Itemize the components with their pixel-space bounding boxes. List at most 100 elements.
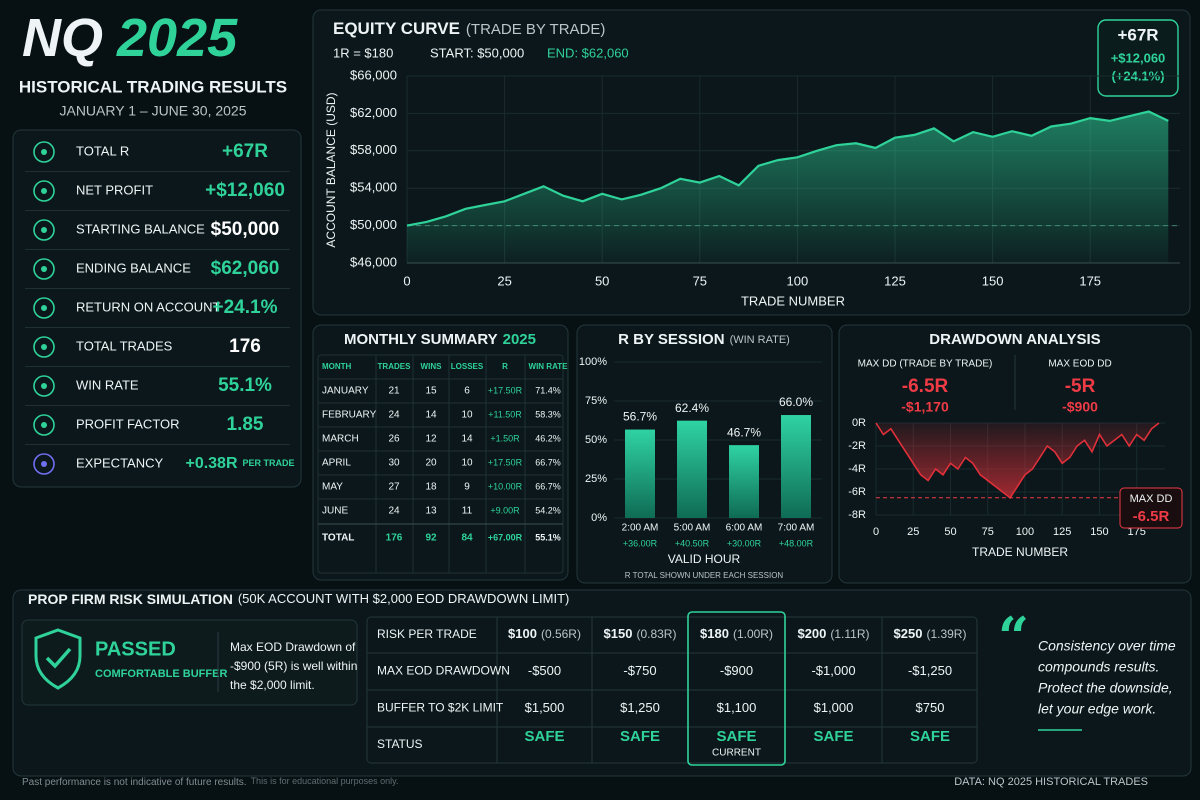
stat-icon-dot [41, 344, 47, 350]
table-cell: 30 [388, 458, 400, 469]
status-note: COMFORTABLE BUFFER [95, 668, 227, 680]
table-cell: 71.4% [535, 385, 561, 395]
row-label: RISK PER TRADE [377, 627, 477, 641]
label-part: $180 [700, 626, 729, 641]
table-cell: 46.2% [535, 433, 561, 443]
stat-label: RETURN ON ACCOUNT [76, 299, 221, 314]
quote-line: compounds results. [1038, 659, 1159, 675]
stat-icon [33, 141, 55, 163]
stat-icon-dot [41, 188, 47, 194]
r-total: +36.00R [623, 538, 658, 548]
table-cell: -$1,250 [908, 663, 952, 678]
stat-value: 55.1% [218, 375, 272, 396]
equity-area [407, 111, 1169, 263]
y-tick-label: -4R [848, 463, 866, 475]
current-highlight [687, 611, 786, 766]
table-cell: 54.2% [535, 505, 561, 515]
chart-title: EQUITY CURVE (TRADE BY TRADE) [333, 19, 605, 38]
y-tick-label: 50% [585, 434, 607, 446]
panel-title: R BY SESSION (WIN RATE) [618, 331, 790, 348]
x-tick-label: 6:00 AM [726, 523, 763, 534]
label-part: This is for educational purposes only. [251, 776, 399, 786]
table-cell: 18 [425, 482, 437, 493]
table-header: MONTH [322, 362, 352, 371]
y-tick-label: 25% [585, 473, 607, 485]
description: -$900 (5R) is well within [230, 659, 357, 673]
y-tick-label: $46,000 [350, 254, 397, 269]
y-tick-label: $66,000 [350, 67, 397, 82]
panel-title: PROP FIRM RISK SIMULATION (50K ACCOUNT WI… [28, 591, 569, 607]
bar [625, 429, 655, 518]
label-part: $200 [797, 626, 826, 641]
y-tick-label: $54,000 [350, 180, 397, 195]
quote-line: Protect the downside, [1038, 680, 1173, 696]
stat-icon [33, 297, 55, 319]
annotation-box [1119, 487, 1183, 529]
table-header: WINS [421, 362, 443, 371]
stat-label: PROFIT FACTOR [76, 416, 180, 431]
drawdown-line [875, 422, 1160, 499]
table-header: R [502, 362, 508, 371]
dd-r: -5R [1065, 376, 1096, 397]
table-total: 176 [386, 533, 403, 544]
label-part: (0.83R) [636, 627, 676, 641]
table-cell: +1.50R [490, 433, 520, 443]
x-tick-label: 25 [907, 526, 919, 538]
value-label: 66.0% [779, 395, 813, 409]
stat-value: 1.85 [227, 414, 264, 435]
current-note: CURRENT [712, 748, 761, 759]
y-tick-label: -2R [848, 440, 866, 452]
r-total: +48.00R [779, 538, 814, 548]
stat-value: +67R [222, 141, 268, 162]
table-cell: 6 [464, 386, 470, 397]
main-title: NQ 2025 [22, 8, 238, 68]
x-tick-label: 50 [595, 273, 609, 288]
table-cell: FEBRUARY [322, 410, 377, 421]
label-part: +0.38R [185, 455, 237, 472]
x-tick-label: 150 [982, 273, 1004, 288]
stat-label: TOTAL R [76, 143, 129, 158]
label-part: (0.56R) [541, 627, 581, 641]
dd-label: MAX EOD DD [1048, 359, 1111, 370]
badge-text: +67R [1117, 25, 1158, 44]
x-tick-label: 75 [982, 526, 994, 538]
quote-line: Consistency over time [1038, 638, 1176, 654]
quote-mark: “ [998, 605, 1029, 669]
table-cell: JUNE [322, 506, 348, 517]
label-part: (WIN RATE) [730, 334, 790, 346]
value-label: 56.7% [623, 410, 657, 424]
x-tick-label: 125 [884, 273, 906, 288]
annotation-value: -6.5R [1133, 508, 1170, 525]
table-total: TOTAL [322, 533, 354, 544]
status-box [21, 619, 358, 706]
status-cell: SAFE [716, 728, 756, 745]
stat-value: $62,060 [211, 258, 280, 279]
x-tick-label: 0 [403, 273, 410, 288]
check-icon [45, 647, 72, 669]
table-header: WIN RATE [529, 362, 569, 371]
column-header: $180 (1.00R) [700, 626, 773, 641]
panel-title: MONTHLY SUMMARY 2025 [344, 331, 536, 348]
subtitle: HISTORICAL TRADING RESULTS [19, 77, 287, 96]
table-cell: MARCH [322, 434, 359, 445]
x-tick-label: 100 [787, 273, 809, 288]
stat-label: WIN RATE [76, 377, 139, 392]
table-cell: 66.7% [535, 457, 561, 467]
table-frame [317, 354, 564, 574]
table-cell: 12 [425, 434, 437, 445]
table-cell: +11.50R [488, 409, 522, 419]
stat-label: ENDING BALANCE [76, 260, 191, 275]
y-tick-label: -8R [848, 509, 866, 521]
badge [1097, 19, 1179, 97]
table-cell: +17.50R [488, 457, 523, 467]
stat-value: +24.1% [213, 297, 278, 318]
y-tick-label: 0% [591, 512, 607, 524]
row-label: BUFFER TO $2K LIMIT [377, 701, 504, 715]
table-cell: 66.7% [535, 481, 561, 491]
x-axis-label: TRADE NUMBER [972, 545, 1068, 559]
table-cell: -$1,000 [811, 663, 855, 678]
disclaimer: Past performance is not indicative of fu… [22, 776, 398, 787]
x-tick-label: 125 [1053, 526, 1071, 538]
